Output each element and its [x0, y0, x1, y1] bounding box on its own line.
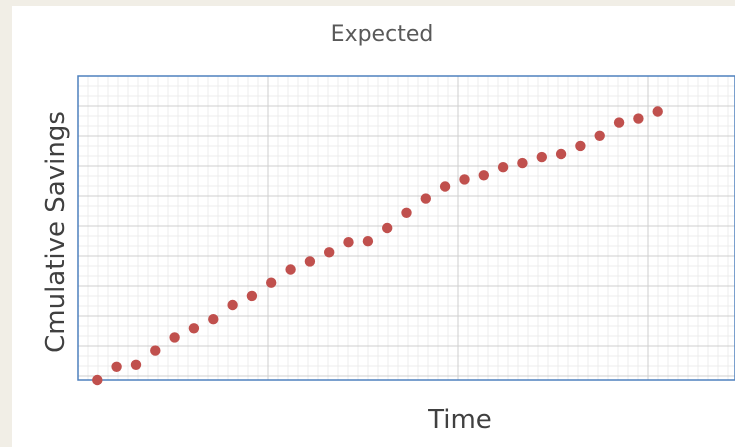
- data-point: [227, 299, 238, 311]
- data-point: [304, 256, 316, 267]
- chart-card: Expected Cmulative Savings Time: [12, 6, 735, 447]
- data-points: [92, 106, 663, 386]
- data-point: [575, 140, 586, 152]
- data-point: [633, 113, 644, 124]
- chart-title: Expected: [331, 22, 434, 47]
- data-point: [111, 361, 122, 372]
- data-point: [188, 323, 200, 334]
- major-gridlines: [78, 76, 735, 380]
- data-point: [208, 314, 219, 325]
- y-axis-label: Cmulative Savings: [41, 111, 71, 353]
- data-point: [324, 247, 335, 258]
- data-point: [169, 332, 180, 343]
- data-point: [92, 374, 103, 386]
- data-point: [497, 162, 509, 173]
- data-point: [266, 277, 277, 288]
- data-point: [362, 236, 374, 247]
- scatter-chart: Expected Cmulative Savings Time: [41, 22, 735, 435]
- data-point: [536, 151, 547, 163]
- data-point: [555, 148, 567, 160]
- data-point: [343, 237, 354, 248]
- data-point: [246, 290, 258, 302]
- data-point: [401, 207, 412, 218]
- data-point: [478, 170, 489, 181]
- data-point: [459, 174, 470, 185]
- data-point: [517, 157, 528, 169]
- x-axis-label: Time: [427, 405, 492, 435]
- data-point: [652, 106, 663, 117]
- data-point: [150, 345, 161, 356]
- data-point: [420, 193, 431, 204]
- data-point: [594, 130, 605, 141]
- data-point: [439, 181, 451, 192]
- data-point: [285, 264, 296, 275]
- data-point: [382, 222, 393, 234]
- plot-area-frame: [77, 75, 735, 381]
- minor-gridlines: [78, 76, 735, 380]
- data-point: [613, 117, 625, 128]
- data-point: [130, 359, 142, 370]
